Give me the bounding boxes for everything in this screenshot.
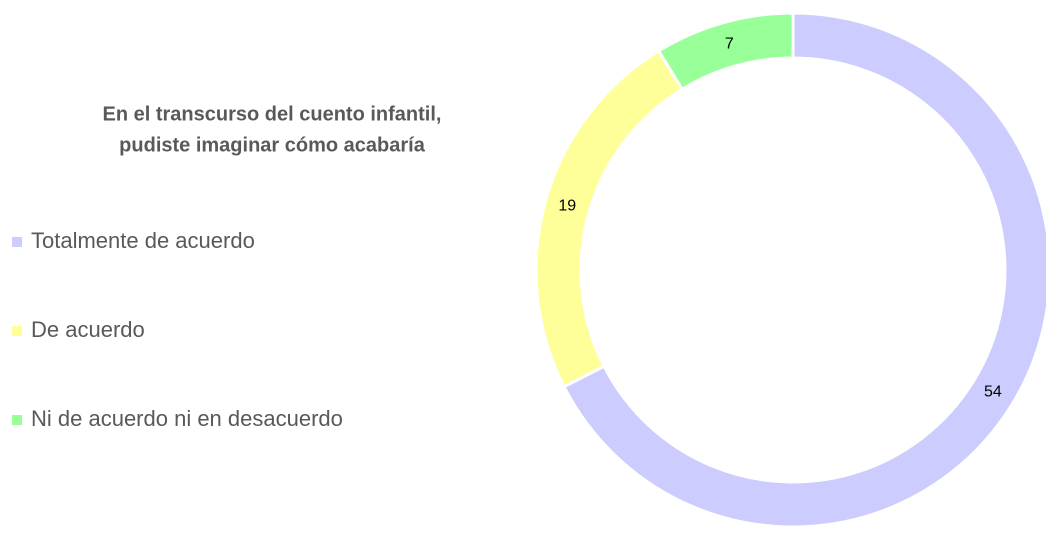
- donut-segment: [656, 11, 795, 92]
- legend-label: Ni de acuerdo ni en desacuerdo: [31, 406, 343, 431]
- legend-swatch: [12, 326, 22, 336]
- donut-segment: [561, 11, 1046, 529]
- chart-title: pudiste imaginar cómo acabaría: [119, 134, 426, 156]
- legend-swatch: [12, 415, 22, 425]
- donut-segment: [534, 48, 685, 389]
- chart-title: En el transcurso del cuento infantil,: [103, 103, 442, 125]
- data-label: 54: [984, 384, 1002, 401]
- legend-label: De acuerdo: [31, 317, 145, 342]
- data-label: 7: [725, 36, 734, 53]
- legend-label: Totalmente de acuerdo: [31, 228, 255, 253]
- data-label: 19: [558, 198, 576, 215]
- legend-swatch: [12, 237, 22, 247]
